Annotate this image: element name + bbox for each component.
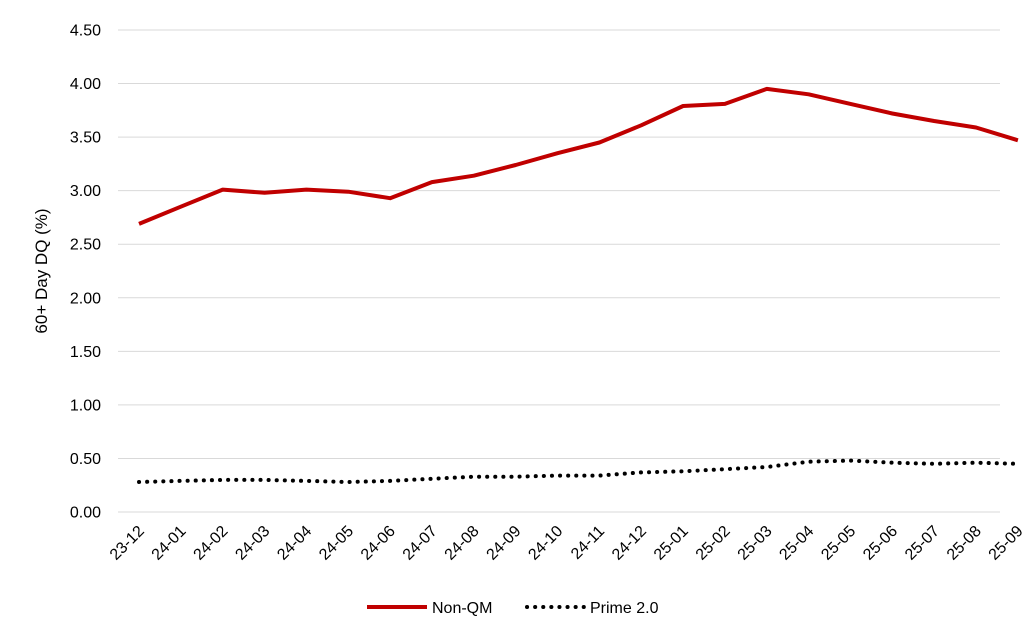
y-tick-label: 3.50 [70, 130, 101, 147]
series-line-non-qm [138, 86, 1019, 226]
y-tick-label: 0.00 [70, 505, 101, 522]
legend: Non-QM Prime 2.0 [367, 600, 659, 617]
x-tick-label: 24-02 [191, 523, 232, 564]
series-line-prime-2-0 [137, 458, 1020, 484]
x-tick-label: 24-01 [149, 523, 190, 564]
y-axis-tick-labels: 0.00 0.50 1.00 1.50 2.00 2.50 3.00 3.50 4.00 4.50 [70, 23, 101, 522]
y-axis-title: 60+ Day DQ (%) [32, 208, 51, 333]
x-axis-tick-labels: 23-12 24-01 24-02 24-03 24-04 24-05 24-06 24-07… [107, 523, 1024, 564]
series-lines [137, 86, 1020, 484]
x-tick-label: 24-12 [609, 523, 650, 564]
x-tick-label: 25-04 [776, 523, 817, 564]
x-tick-label: 23-12 [107, 523, 148, 564]
y-tick-label: 1.50 [70, 344, 101, 361]
x-tick-label: 24-09 [484, 523, 525, 564]
x-tick-label: 24-11 [568, 523, 608, 563]
y-tick-label: 0.50 [70, 451, 101, 468]
x-tick-label: 24-04 [274, 523, 315, 564]
x-tick-label: 25-02 [693, 523, 734, 564]
legend-label-prime-2-0: Prime 2.0 [590, 600, 659, 617]
x-tick-label: 24-07 [400, 523, 441, 564]
x-tick-label: 24-03 [232, 523, 273, 564]
y-tick-label: 4.00 [70, 76, 101, 93]
x-tick-label: 25-06 [860, 523, 901, 564]
legend-label-non-qm: Non-QM [432, 600, 492, 617]
x-tick-label: 25-08 [944, 523, 985, 564]
x-tick-label: 25-09 [986, 523, 1024, 564]
gridlines [118, 29, 1000, 513]
y-tick-label: 3.00 [70, 183, 101, 200]
x-tick-label: 25-03 [735, 523, 776, 564]
x-tick-label: 24-10 [525, 523, 566, 564]
x-tick-label: 24-05 [316, 523, 357, 564]
x-tick-label: 24-08 [442, 523, 483, 564]
y-tick-label: 2.50 [70, 237, 101, 254]
y-tick-label: 4.50 [70, 23, 101, 40]
x-tick-label: 25-05 [818, 523, 859, 564]
x-tick-label: 25-01 [651, 523, 692, 564]
x-tick-label: 25-07 [902, 523, 943, 564]
y-tick-label: 1.00 [70, 397, 101, 414]
x-tick-label: 24-06 [358, 523, 399, 564]
y-tick-label: 2.00 [70, 290, 101, 307]
